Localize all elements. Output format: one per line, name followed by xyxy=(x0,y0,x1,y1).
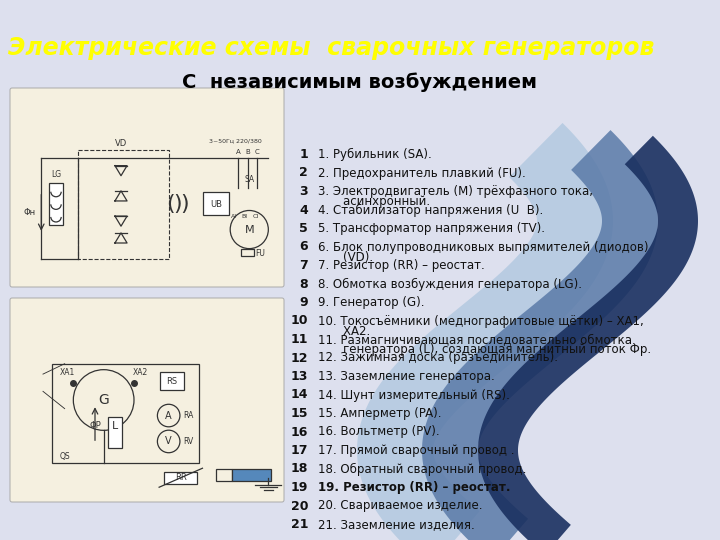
Text: 21: 21 xyxy=(290,518,308,531)
Text: 14. Шунт измерительный (RS).: 14. Шунт измерительный (RS). xyxy=(318,388,510,402)
Text: асинхронный.: асинхронный. xyxy=(328,195,430,208)
Text: QS: QS xyxy=(59,451,70,461)
Bar xyxy=(203,192,230,215)
Text: ΦP: ΦP xyxy=(89,421,101,430)
Bar xyxy=(78,150,168,259)
Bar xyxy=(108,417,122,448)
Text: 1: 1 xyxy=(300,148,308,161)
Text: M: M xyxy=(245,225,254,234)
Bar xyxy=(49,183,63,225)
Text: XA1: XA1 xyxy=(60,368,75,377)
Text: 20. Свариваемое изделие.: 20. Свариваемое изделие. xyxy=(318,500,482,512)
Text: 7. Резистор (RR) – реостат.: 7. Резистор (RR) – реостат. xyxy=(318,259,485,272)
Text: 15. Амперметр (PA).: 15. Амперметр (PA). xyxy=(318,407,441,420)
Text: RS: RS xyxy=(166,376,178,386)
Text: RR: RR xyxy=(175,473,186,482)
FancyBboxPatch shape xyxy=(10,88,284,287)
Text: 19. Резистор (RR) – реостат.: 19. Резистор (RR) – реостат. xyxy=(318,481,510,494)
Text: 2. Предохранитель плавкий (FU).: 2. Предохранитель плавкий (FU). xyxy=(318,166,526,179)
Text: 10. Токосъёмники (меднографитовые щётки) – ХА1,: 10. Токосъёмники (меднографитовые щётки)… xyxy=(318,314,644,327)
Text: ХА2.: ХА2. xyxy=(328,325,370,338)
Polygon shape xyxy=(357,123,613,540)
Text: C: C xyxy=(255,149,259,155)
Text: 17: 17 xyxy=(290,444,308,457)
Text: A: A xyxy=(166,410,172,421)
Polygon shape xyxy=(422,130,658,540)
Text: 5. Трансформатор напряжения (ТV).: 5. Трансформатор напряжения (ТV). xyxy=(318,222,545,235)
Text: 9. Генератор (G).: 9. Генератор (G). xyxy=(318,296,425,309)
Text: С  независимым возбуждением: С независимым возбуждением xyxy=(182,72,538,92)
Text: 8: 8 xyxy=(300,278,308,291)
Polygon shape xyxy=(478,136,698,540)
Text: FU: FU xyxy=(256,248,265,258)
Text: 2: 2 xyxy=(300,166,308,179)
Bar xyxy=(240,249,254,255)
Text: 17. Прямой сварочный провод .: 17. Прямой сварочный провод . xyxy=(318,444,515,457)
Bar xyxy=(216,469,232,481)
Text: Электрические схемы  сварочных генераторов: Электрические схемы сварочных генераторо… xyxy=(8,36,654,60)
Text: A: A xyxy=(235,149,240,155)
Text: 1. Рубильник (SA).: 1. Рубильник (SA). xyxy=(318,148,432,161)
Text: 12: 12 xyxy=(290,352,308,365)
Text: 5: 5 xyxy=(300,222,308,235)
Text: 18. Обратный сварочный провод.: 18. Обратный сварочный провод. xyxy=(318,462,526,476)
Text: 8. Обмотка возбуждения генератора (LG).: 8. Обмотка возбуждения генератора (LG). xyxy=(318,278,582,291)
Text: G: G xyxy=(99,393,109,407)
Text: AI: AI xyxy=(230,214,237,219)
Text: (VD).: (VD). xyxy=(328,251,373,264)
Text: Φн: Φн xyxy=(24,208,36,217)
Text: CI: CI xyxy=(253,214,259,219)
Text: VD: VD xyxy=(115,139,127,148)
Text: 3: 3 xyxy=(300,185,308,198)
Text: B: B xyxy=(245,149,250,155)
Text: UB: UB xyxy=(210,200,222,209)
Text: 4. Стабилизатор напряжения (U  В).: 4. Стабилизатор напряжения (U В). xyxy=(318,204,544,217)
Text: XA2: XA2 xyxy=(132,368,148,377)
Text: 21. Заземление изделия.: 21. Заземление изделия. xyxy=(318,518,474,531)
Text: 11. Размагничивающая последовательно обмотка.: 11. Размагничивающая последовательно обм… xyxy=(318,333,636,346)
Bar xyxy=(160,373,184,390)
Text: 10: 10 xyxy=(290,314,308,327)
Bar xyxy=(52,364,199,463)
Bar xyxy=(164,471,197,484)
Text: 3~50Гц 220/380: 3~50Гц 220/380 xyxy=(209,139,261,144)
Bar xyxy=(232,469,271,481)
Text: 18: 18 xyxy=(291,462,308,476)
Text: 15: 15 xyxy=(290,407,308,420)
Text: LG: LG xyxy=(51,171,61,179)
Text: 6: 6 xyxy=(300,240,308,253)
Text: SA: SA xyxy=(244,174,254,184)
Text: (: ( xyxy=(166,194,175,214)
Text: 19: 19 xyxy=(291,481,308,494)
Text: 6. Блок полупроводниковых выпрямителей (диодов): 6. Блок полупроводниковых выпрямителей (… xyxy=(318,240,649,253)
Text: 7: 7 xyxy=(300,259,308,272)
Text: 13. Заземление генератора.: 13. Заземление генератора. xyxy=(318,370,495,383)
Text: 3. Электродвигатель (М) трёхфазного тока,: 3. Электродвигатель (М) трёхфазного тока… xyxy=(318,185,593,198)
Text: ): ) xyxy=(180,194,189,214)
Text: ): ) xyxy=(173,194,181,214)
Text: 16. Вольтметр (PV).: 16. Вольтметр (PV). xyxy=(318,426,440,438)
Text: 12. Зажимная доска (разъединитель).: 12. Зажимная доска (разъединитель). xyxy=(318,352,558,365)
Text: 11: 11 xyxy=(290,333,308,346)
Text: L: L xyxy=(112,421,118,431)
Text: генератора (L), создающая магнитный поток Фр.: генератора (L), создающая магнитный пото… xyxy=(328,343,651,356)
Text: BI: BI xyxy=(242,214,248,219)
Text: 4: 4 xyxy=(300,204,308,217)
Text: 9: 9 xyxy=(300,296,308,309)
Text: 13: 13 xyxy=(291,370,308,383)
Text: RA: RA xyxy=(184,411,194,420)
Text: 20: 20 xyxy=(290,500,308,512)
Text: 14: 14 xyxy=(290,388,308,402)
Text: 16: 16 xyxy=(291,426,308,438)
Text: RV: RV xyxy=(184,437,194,446)
Text: V: V xyxy=(166,436,172,447)
FancyBboxPatch shape xyxy=(10,298,284,502)
